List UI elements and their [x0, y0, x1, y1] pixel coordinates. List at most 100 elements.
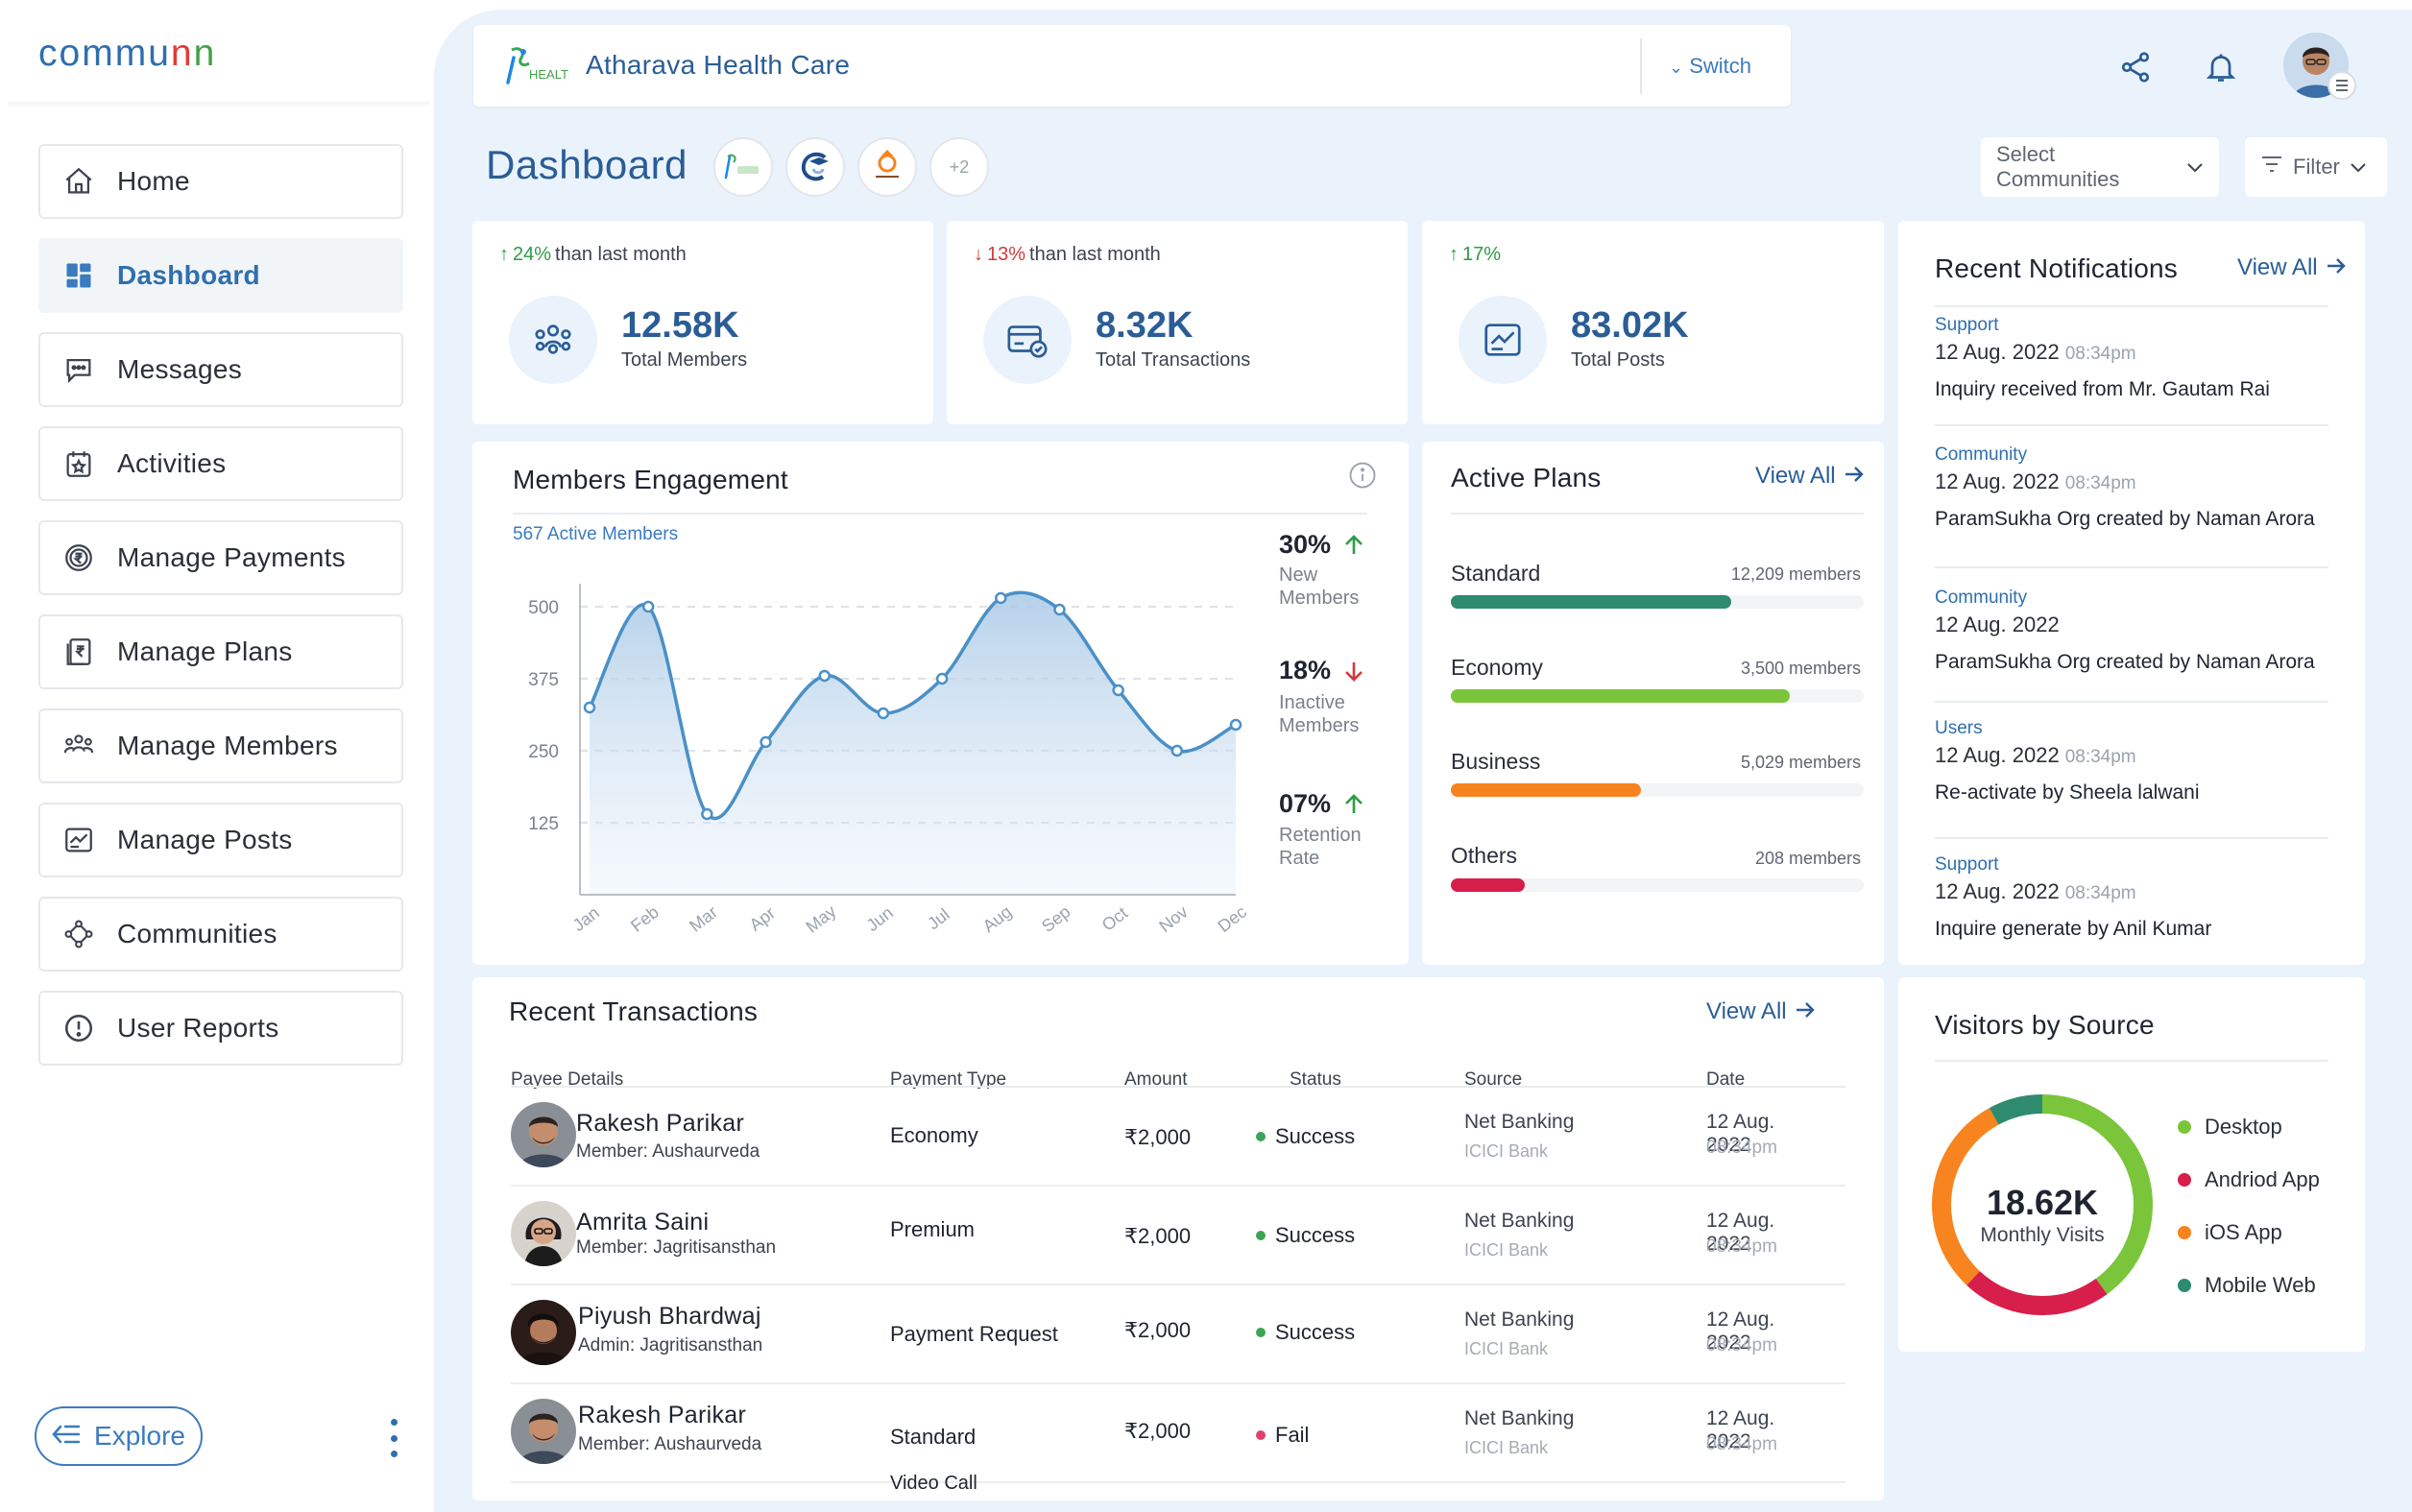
sidebar-item-manage-payments[interactable]: Manage Payments [38, 520, 403, 595]
status-badge: Fail [1256, 1423, 1309, 1448]
organization-name: Atharava Health Care [586, 50, 851, 80]
table-row[interactable]: Rakesh Parikar Member: Aushaurveda Econo… [472, 1088, 1845, 1187]
x-tick-label: Aug [979, 902, 1016, 936]
report-icon [61, 1011, 96, 1045]
sidebar-item-user-reports[interactable]: User Reports [38, 991, 403, 1066]
notification-date: 12 Aug. 2022 [1935, 340, 2060, 364]
sidebar-item-activities[interactable]: Activities [38, 426, 403, 501]
notification-time: 08:34pm [2064, 344, 2136, 364]
donut-segment[interactable] [1932, 1094, 2153, 1315]
chart-data-point[interactable] [701, 807, 713, 821]
notification-item[interactable]: Community 12 Aug. 2022 ParamSukha Org cr… [1935, 588, 2348, 674]
chart-data-point[interactable] [877, 707, 890, 720]
chart-data-point[interactable] [583, 701, 596, 714]
column-header-source[interactable]: Source [1464, 1069, 1523, 1090]
donut-segment[interactable] [1932, 1094, 2153, 1315]
payee-membership: Member: Jagritisansthan [576, 1237, 777, 1258]
sidebar-item-manage-posts[interactable]: Manage Posts [38, 803, 403, 877]
plans-view-all-link[interactable]: View All [1755, 463, 1865, 490]
legend-item-mobile-web[interactable]: Mobile Web [2178, 1273, 2316, 1298]
select-communities-dropdown[interactable]: Select Communities [1981, 137, 2219, 197]
table-row[interactable]: Amrita Saini Member: Jagritisansthan Pre… [472, 1187, 1845, 1285]
transaction-time: 08:34pm [1706, 1236, 1777, 1257]
visitors-donut-chart [1932, 1094, 2153, 1315]
chart-data-point[interactable] [1229, 718, 1242, 732]
chart-data-point[interactable] [1112, 684, 1124, 697]
more-options-icon[interactable] [388, 1419, 399, 1457]
status-badge: Success [1256, 1124, 1355, 1149]
chart-data-point[interactable] [818, 669, 831, 683]
community-logo-jewellery[interactable] [857, 137, 917, 197]
amount: ₹2,000 [1124, 1224, 1192, 1248]
column-header-amount[interactable]: Amount [1124, 1069, 1188, 1090]
chart-data-point[interactable] [995, 591, 1007, 605]
recent-transactions-card: Recent Transactions View All Payee Detai… [472, 977, 1884, 1500]
sidebar-item-communities[interactable]: Communities [38, 897, 403, 972]
donut-segment[interactable] [1932, 1094, 2153, 1315]
engagement-stat-label: Inactive Members [1279, 692, 1360, 736]
active-plans-card: Active Plans View All Standard 12,209 me… [1422, 442, 1884, 965]
filter-dropdown[interactable]: Filter [2245, 137, 2387, 197]
sidebar-item-dashboard[interactable]: Dashboard [38, 238, 403, 313]
notification-item[interactable]: Community 12 Aug. 2022 08:34pm ParamSukha… [1935, 444, 2348, 531]
legend-item-ios-app[interactable]: iOS App [2178, 1220, 2282, 1245]
plan-progress-fill [1451, 595, 1732, 609]
column-header-payment-type[interactable]: Payment Type [890, 1069, 1007, 1090]
column-header-payee[interactable]: Payee Details [511, 1069, 624, 1090]
chevron-down-icon [2186, 155, 2204, 180]
messages-icon [61, 352, 96, 387]
chart-data-point[interactable] [1053, 603, 1066, 616]
plan-name: Economy [1451, 655, 1543, 680]
x-tick-label: May [802, 901, 839, 937]
stat-card-total-posts: ↑ 17% 83.02K Total Posts [1422, 221, 1884, 424]
sidebar-item-manage-members[interactable]: Manage Members [38, 708, 403, 783]
transactions-icon [983, 296, 1072, 384]
amount: ₹2,000 [1124, 1419, 1192, 1443]
stat-change: ↑ 17% [1449, 244, 1502, 265]
sidebar-item-manage-plans[interactable]: Manage Plans [38, 614, 403, 689]
plans-icon [61, 635, 96, 669]
members-icon [509, 296, 597, 384]
payment-source: Net Banking [1464, 1407, 1575, 1429]
chart-data-point[interactable] [760, 735, 772, 749]
x-tick-label: Jul [924, 904, 953, 933]
transactions-view-all-link[interactable]: View All [1706, 998, 1816, 1025]
stat-label: Total Members [621, 349, 748, 371]
sidebar-item-messages[interactable]: Messages [38, 332, 403, 407]
chart-data-point[interactable] [935, 672, 949, 685]
chart-data-point[interactable] [1170, 744, 1184, 757]
table-row[interactable]: Piyush Bhardwaj Admin: Jagritisansthan P… [472, 1285, 1845, 1384]
payee-avatar [511, 1102, 576, 1167]
payment-type: Payment Request [890, 1322, 1058, 1346]
notification-item[interactable]: Support 12 Aug. 2022 08:34pm Inquiry rece… [1935, 315, 2348, 401]
share-icon[interactable] [2112, 44, 2159, 90]
plan-count: 12,209 members [1730, 564, 1861, 584]
notification-bell-icon[interactable] [2198, 44, 2244, 90]
chart-data-point[interactable] [641, 600, 655, 613]
column-header-status[interactable]: Status [1290, 1069, 1341, 1090]
transaction-date: 12 Aug. 2022 [1706, 1308, 1775, 1354]
switch-organization-button[interactable]: ⌄ Switch [1669, 54, 1751, 79]
sidebar-item-home[interactable]: Home [38, 144, 403, 219]
profile-menu-icon[interactable] [2328, 71, 2356, 100]
legend-item-desktop[interactable]: Desktop [2178, 1115, 2282, 1140]
notification-item[interactable]: Users 12 Aug. 2022 08:34pm Re-activate by… [1935, 718, 2348, 804]
legend-dot [2178, 1279, 2191, 1292]
x-tick-label: Oct [1098, 903, 1131, 935]
active-members-label: 567 Active Members [513, 524, 679, 544]
info-icon[interactable] [1348, 461, 1377, 494]
community-logo-education[interactable] [785, 137, 845, 197]
view-all-label: View All [2237, 254, 2318, 280]
legend-item-android-app[interactable]: Andriod App [2178, 1167, 2320, 1192]
status-badge: Success [1256, 1320, 1355, 1345]
notification-item[interactable]: Support 12 Aug. 2022 08:34pm Inquire gene… [1935, 854, 2348, 941]
column-header-date[interactable]: Date [1706, 1069, 1746, 1090]
notifications-view-all-link[interactable]: View All [2237, 254, 2347, 281]
sidebar-item-label: Home [117, 166, 190, 196]
more-communities-badge[interactable]: +2 [929, 137, 989, 197]
community-logo-health-care[interactable] [713, 137, 773, 197]
stat-label: Total Posts [1571, 349, 1665, 371]
communn-logo[interactable]: communn [38, 33, 217, 74]
table-row[interactable]: Rakesh Parikar Member: Aushaurveda Stand… [472, 1384, 1845, 1483]
explore-button[interactable]: Explore [35, 1406, 203, 1466]
